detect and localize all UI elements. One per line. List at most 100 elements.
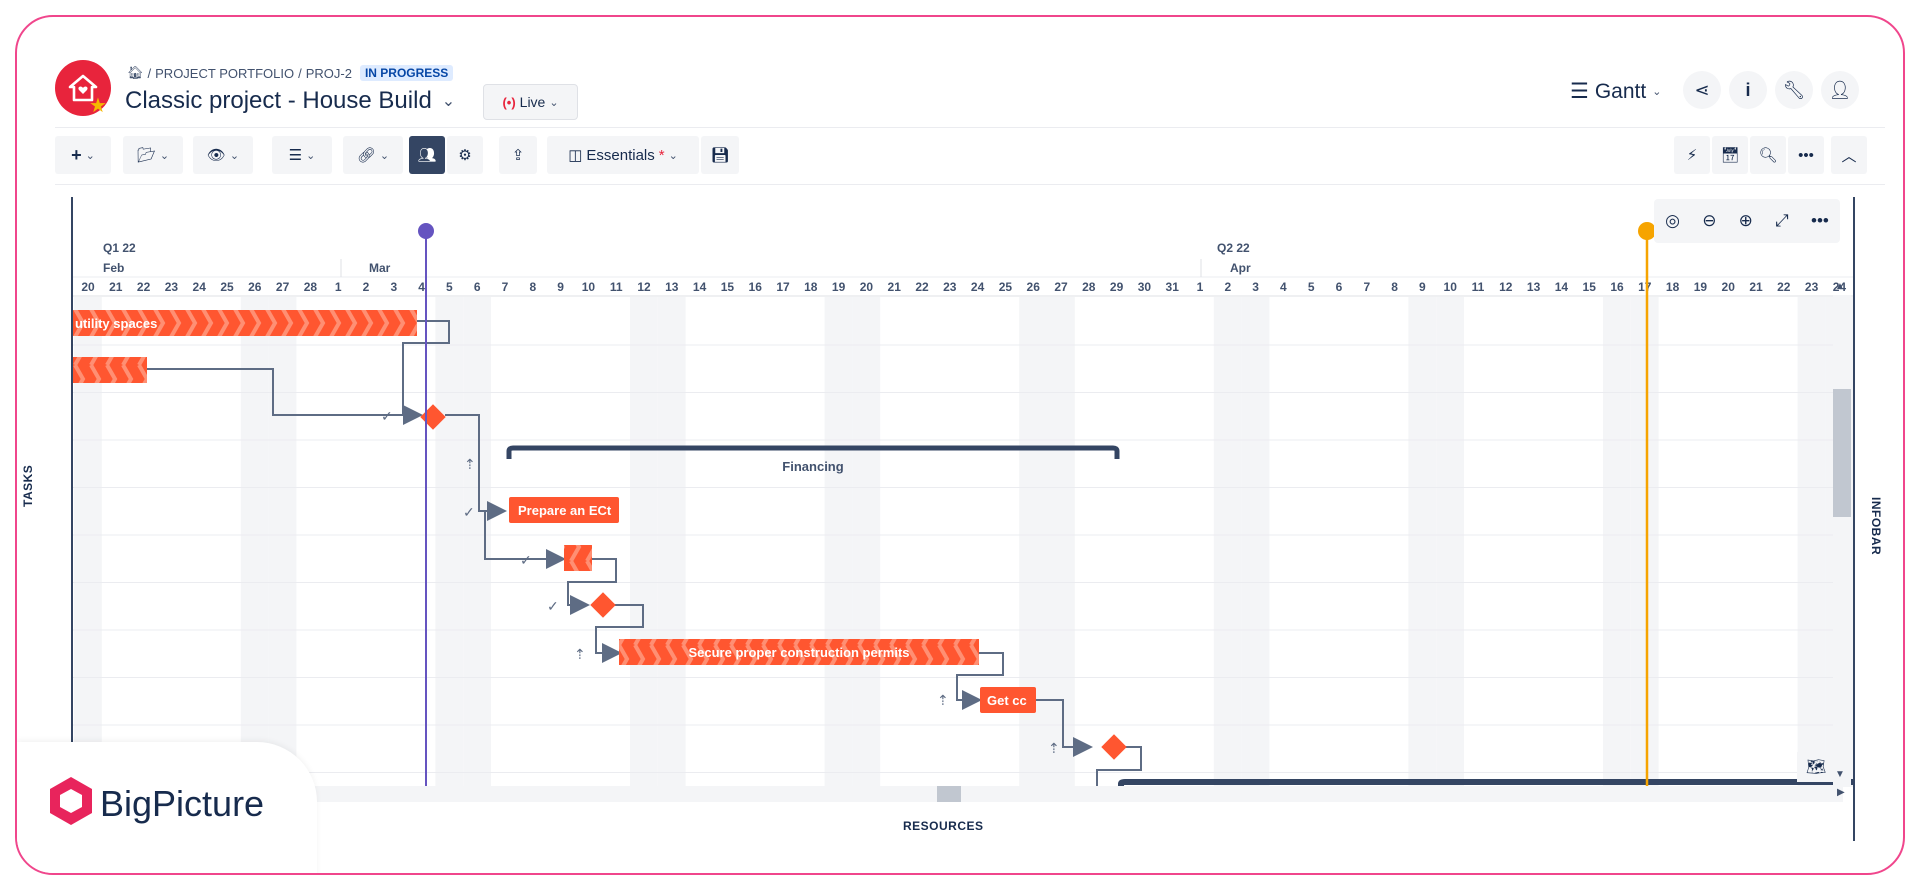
infobar-panel-edge[interactable] xyxy=(1853,197,1855,841)
tasks-panel-label[interactable]: TASKS xyxy=(21,464,35,507)
day-label: 7 xyxy=(1363,280,1370,294)
day-label: 28 xyxy=(304,280,318,294)
scroll-down-icon[interactable]: ▼ xyxy=(1835,769,1845,780)
collapse-button[interactable]: ︿ xyxy=(1831,136,1867,174)
day-label: 26 xyxy=(248,280,262,294)
day-label: 30 xyxy=(1138,280,1152,294)
scroll-right-icon[interactable]: ▶ xyxy=(1837,787,1845,798)
check-icon: ✓ xyxy=(547,598,559,614)
divider xyxy=(55,184,1885,185)
gantt-chart[interactable]: Q1 22 Q2 22 Feb Mar Apr 20 21 22 23 24 25 26 27… xyxy=(73,197,1853,787)
day-label: 7 xyxy=(502,280,509,294)
day-label: 16 xyxy=(1610,280,1624,294)
export-icon: ⇪ xyxy=(511,147,525,164)
day-label: 27 xyxy=(1054,280,1068,294)
day-label: 14 xyxy=(693,280,707,294)
task-bar-short[interactable] xyxy=(73,357,147,383)
weekend-band xyxy=(852,297,881,787)
map-button[interactable]: 🗺︎ xyxy=(1797,752,1835,782)
day-label: 16 xyxy=(749,280,763,294)
target-icon[interactable]: ◎ xyxy=(1665,211,1680,230)
day-label: 25 xyxy=(220,280,234,294)
day-label: 10 xyxy=(1444,280,1458,294)
day-label: 25 xyxy=(999,280,1013,294)
task-bar-permits[interactable]: Secure proper construction permits xyxy=(619,639,979,665)
more-icon[interactable]: ••• xyxy=(1811,211,1829,230)
day-label: 11 xyxy=(1472,280,1485,294)
view-label: Gantt xyxy=(1594,79,1647,103)
tasks-panel-edge[interactable] xyxy=(71,197,73,791)
day-label: 11 xyxy=(610,280,623,294)
essentials-button[interactable]: ◫ Essentials * ⌄ xyxy=(547,136,699,174)
expand-icon[interactable]: ⤢ xyxy=(1775,211,1789,230)
day-label: 13 xyxy=(665,280,679,294)
weekend-band xyxy=(1047,297,1075,787)
user-button[interactable]: 👤︎ xyxy=(1821,71,1859,109)
columns-button[interactable]: ☰ ⌄ xyxy=(272,136,332,174)
check-icon: ✓ xyxy=(463,504,475,520)
group-financing[interactable]: Financing xyxy=(506,445,1120,474)
upload-icon: ⇡ xyxy=(1076,784,1088,787)
resources-panel-label[interactable]: RESOURCES xyxy=(903,819,984,833)
breadcrumb-portfolio[interactable]: PROJECT PORTFOLIO xyxy=(155,65,295,81)
automation-button[interactable]: ⚡︎ xyxy=(1674,136,1710,174)
project-avatar[interactable] xyxy=(55,60,111,116)
vertical-scrollbar[interactable] xyxy=(1833,295,1851,785)
month-label: Apr xyxy=(1230,261,1251,275)
vertical-scroll-thumb[interactable] xyxy=(1833,389,1851,517)
live-label: Live xyxy=(519,94,546,110)
task-bar-utility[interactable]: utility spaces xyxy=(73,310,417,336)
task-bar-small[interactable] xyxy=(564,545,592,571)
today-marker[interactable] xyxy=(418,223,434,239)
quarter-label: Q2 22 xyxy=(1217,241,1250,255)
links-button[interactable]: 🔗︎ ⌄ xyxy=(343,136,403,174)
export-button[interactable]: ⇪ xyxy=(499,136,537,174)
favorite-star-icon[interactable]: ★ xyxy=(89,95,107,117)
weekend-band xyxy=(657,297,686,787)
group-bar-next[interactable] xyxy=(1118,779,1853,787)
day-label: 1 xyxy=(335,280,342,294)
view-switcher[interactable]: ☰ Gantt ⌄ xyxy=(1570,79,1661,104)
day-label: 15 xyxy=(1583,280,1597,294)
weekend-band xyxy=(1213,297,1242,787)
zoom-in-icon[interactable]: ⊕ xyxy=(1738,211,1753,230)
more-button[interactable]: ••• xyxy=(1788,136,1824,174)
wrench-icon: 🔧︎ xyxy=(1782,79,1806,100)
add-button[interactable]: + ⌄ xyxy=(55,136,111,174)
svg-text:utility spaces: utility spaces xyxy=(75,316,157,331)
day-label: 24 xyxy=(971,280,985,294)
open-button[interactable]: 📂︎ ⌄ xyxy=(123,136,183,174)
milestone[interactable] xyxy=(590,592,616,618)
home-icon[interactable]: 🏠︎ xyxy=(127,65,144,80)
day-label: 18 xyxy=(1666,280,1680,294)
settings-button[interactable]: 🔧︎ xyxy=(1775,71,1813,109)
horizontal-scroll-thumb[interactable] xyxy=(937,786,961,802)
svg-text:Secure proper construction per: Secure proper construction permits xyxy=(688,645,909,660)
day-label: 3 xyxy=(1252,280,1259,294)
calendar-button[interactable]: 📅︎ xyxy=(1712,136,1748,174)
view-options-button[interactable]: 👁︎ ⌄ xyxy=(193,136,253,174)
day-label: 24 xyxy=(193,280,207,294)
share-button[interactable]: ⋖ xyxy=(1683,71,1721,109)
day-label: 23 xyxy=(1805,280,1819,294)
zoom-out-icon[interactable]: ⊖ xyxy=(1702,211,1717,230)
bolt-icon: ⚡︎ xyxy=(1686,147,1698,164)
infobar-panel-label[interactable]: INFOBAR xyxy=(1869,497,1883,556)
scroll-up-icon[interactable]: ▲ xyxy=(1835,281,1845,292)
search-button[interactable]: 🔍︎ xyxy=(1750,136,1786,174)
task-bar-prepare[interactable]: Prepare an ECt xyxy=(509,497,619,523)
live-mode-button[interactable]: (•) Live ⌄ xyxy=(483,84,578,120)
info-button[interactable]: i xyxy=(1729,71,1767,109)
milestone[interactable] xyxy=(1101,734,1127,760)
page-title[interactable]: Classic project - House Build ⌄ xyxy=(125,87,455,115)
breadcrumb-project-key[interactable]: PROJ-2 xyxy=(305,65,352,81)
task-bar-get[interactable]: Get cc xyxy=(980,687,1036,713)
day-label: 6 xyxy=(474,280,481,294)
day-label: 23 xyxy=(943,280,957,294)
save-button[interactable]: 💾︎ xyxy=(701,136,739,174)
settings-toolbar-button[interactable]: ⚙︎ xyxy=(447,136,483,174)
day-label: 8 xyxy=(529,280,536,294)
deadline-marker[interactable] xyxy=(1638,222,1656,240)
team-button[interactable]: 👥︎ xyxy=(409,136,445,174)
chevron-down-icon: ⌄ xyxy=(549,96,559,109)
